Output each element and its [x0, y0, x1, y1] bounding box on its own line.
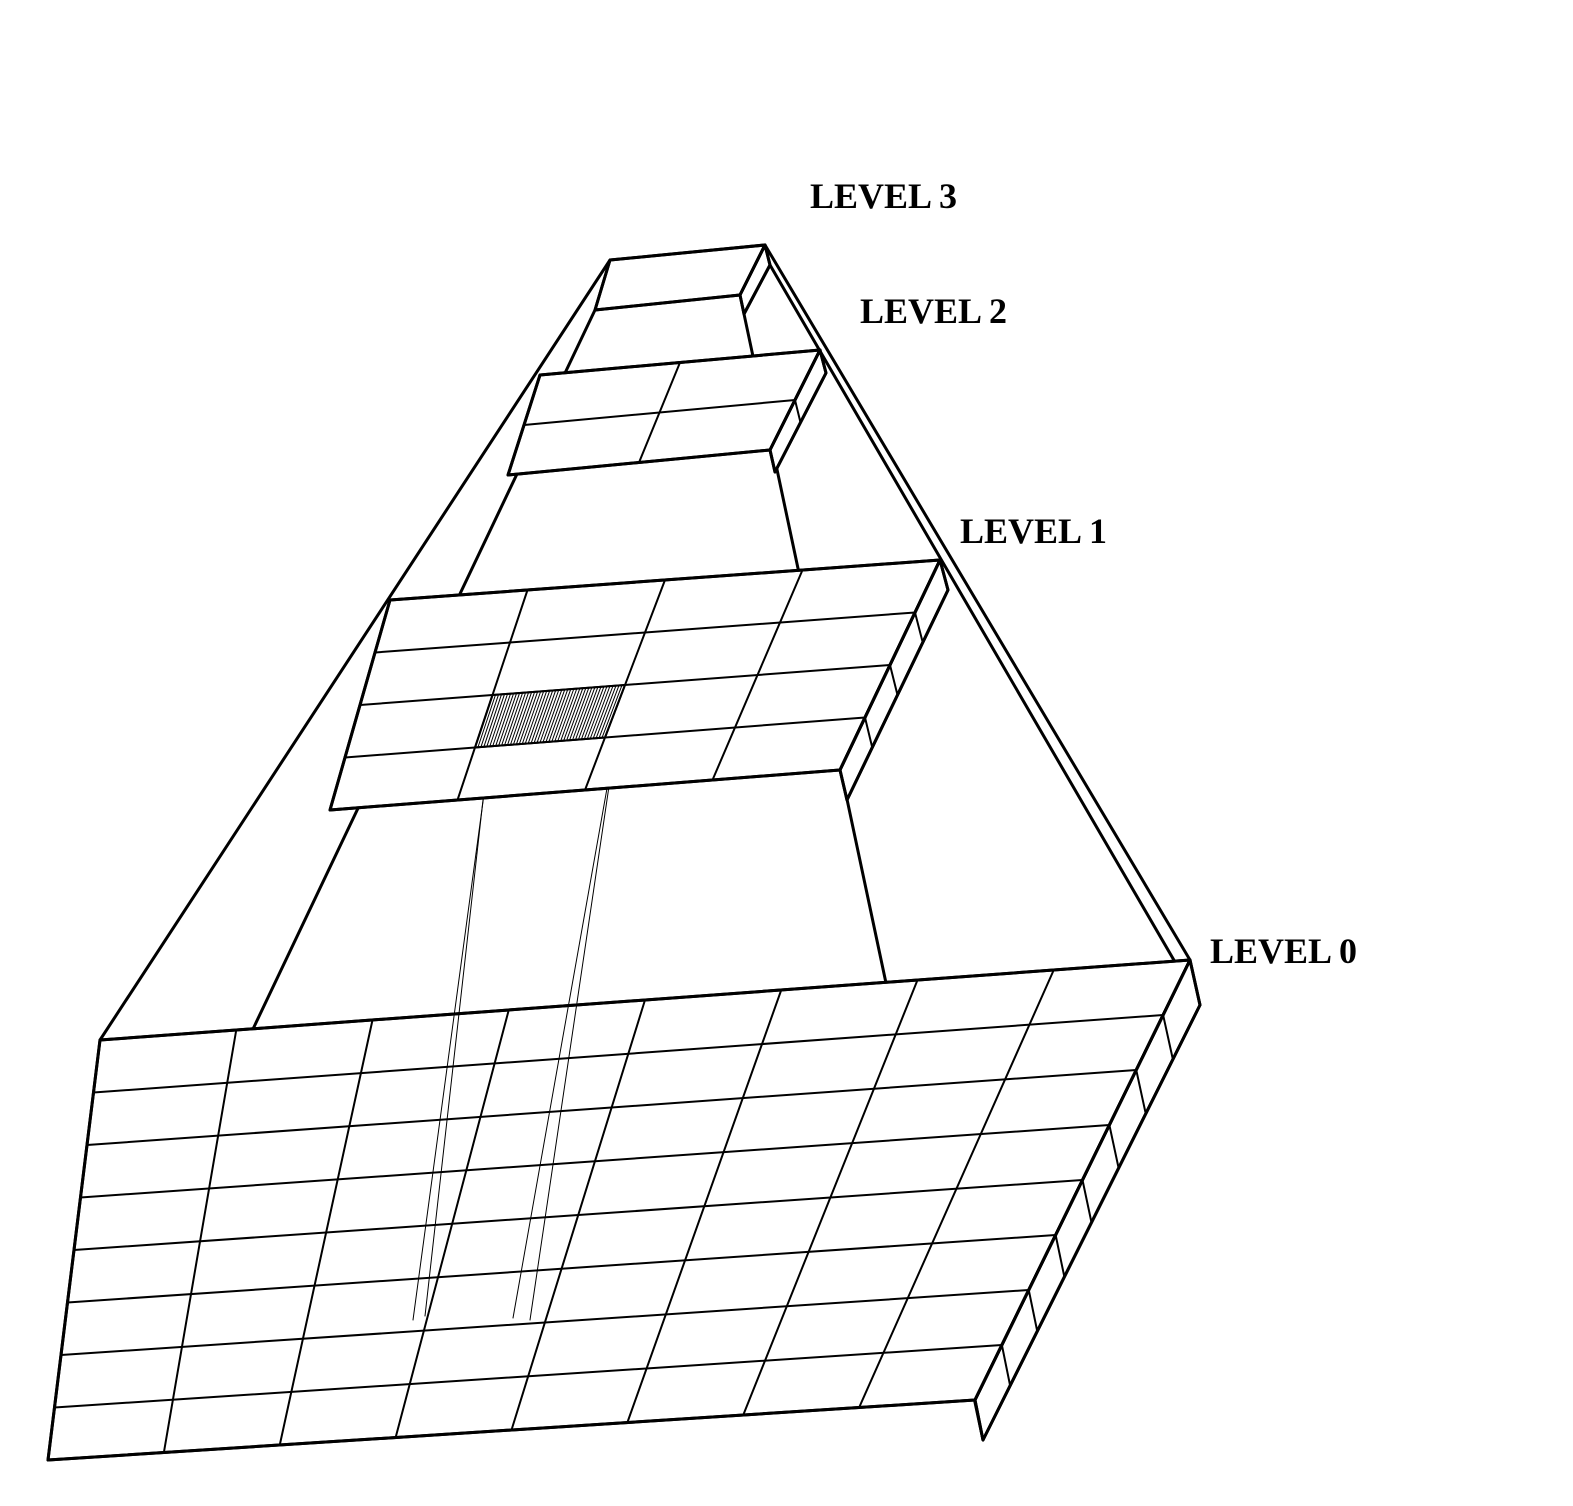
label-level-0: LEVEL 0: [1210, 930, 1357, 972]
pyramid-diagram: [0, 0, 1573, 1506]
label-level-1: LEVEL 1: [960, 510, 1107, 552]
label-level-2: LEVEL 2: [860, 290, 1007, 332]
label-level-3: LEVEL 3: [810, 175, 957, 217]
